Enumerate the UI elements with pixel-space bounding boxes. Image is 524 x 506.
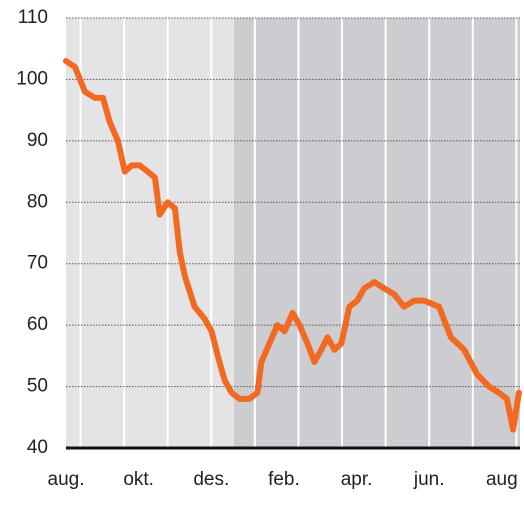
x-tick-label: aug.	[48, 469, 85, 490]
y-tick-label: 40	[27, 437, 48, 458]
x-tick-label: apr.	[341, 469, 373, 490]
y-tick-label: 80	[27, 191, 48, 212]
y-tick-label: 110	[18, 7, 48, 28]
panel-light	[66, 18, 234, 448]
y-tick-label: 70	[27, 253, 48, 274]
panel-dark	[234, 18, 520, 448]
y-tick-label: 50	[27, 376, 48, 397]
x-tick-label: okt.	[123, 469, 154, 490]
data-line	[63, 58, 522, 433]
x-tick-label: feb.	[268, 469, 300, 490]
x-tick-label: des.	[193, 469, 229, 490]
x-tick-label: jun.	[413, 469, 445, 490]
y-tick-label: 90	[27, 130, 48, 151]
y-tick-label: 100	[16, 68, 48, 89]
x-tick-label: aug	[486, 469, 518, 490]
y-tick-label: 60	[27, 314, 48, 335]
